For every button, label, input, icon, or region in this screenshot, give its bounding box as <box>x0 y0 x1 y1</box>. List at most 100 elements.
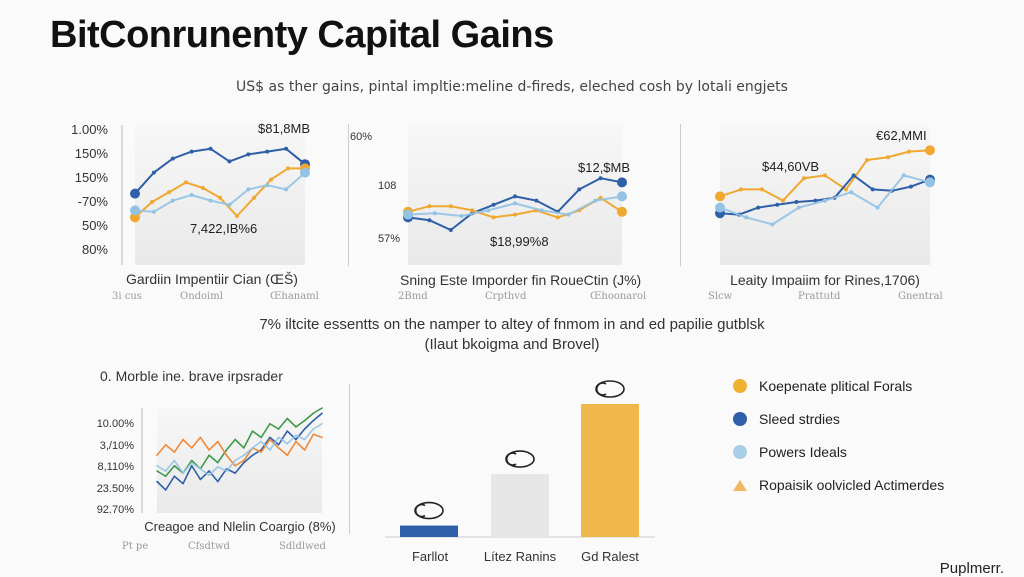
data-point <box>598 176 603 181</box>
data-point <box>303 419 306 422</box>
data-point <box>303 449 306 451</box>
data-point <box>173 475 176 478</box>
page-title: BitConrunenty Capital Gains <box>50 14 554 56</box>
coin-icon <box>505 452 517 466</box>
data-point <box>875 205 880 210</box>
data-point <box>130 188 140 199</box>
series-line <box>156 423 323 477</box>
data-point <box>870 187 875 192</box>
data-point <box>269 177 273 182</box>
data-point <box>470 208 475 213</box>
data-point <box>284 187 289 192</box>
y-tick: 60% <box>350 131 373 143</box>
data-point <box>286 442 289 445</box>
subtitle: US$ as ther gains, pintal impltie:meline… <box>236 79 788 95</box>
data-point <box>216 480 219 483</box>
data-annotation: €62,MMI <box>876 128 927 143</box>
bar <box>400 525 458 537</box>
description-line: 7% iltcite essentts on the namper to alt… <box>259 316 765 333</box>
data-point <box>295 440 297 443</box>
data-point <box>151 209 156 214</box>
chart-title: Creagoe and Nlelin Coargio (8%) <box>144 519 336 534</box>
data-point <box>491 202 496 207</box>
data-point <box>164 489 167 491</box>
legend-label: Powers Ideals <box>759 444 847 460</box>
data-point <box>243 461 245 464</box>
bar <box>581 404 639 537</box>
data-point <box>234 472 236 474</box>
data-point <box>251 430 254 432</box>
data-point <box>491 215 496 220</box>
x-label: 3i cus <box>112 291 142 302</box>
divider <box>680 124 681 266</box>
x-label: Crpthvd <box>485 291 527 302</box>
data-point <box>513 194 517 199</box>
data-point <box>312 412 315 415</box>
data-point <box>770 222 775 227</box>
data-point <box>252 195 256 200</box>
bar-label: Gd Ralest <box>581 549 639 564</box>
data-point <box>321 412 323 415</box>
data-point <box>312 433 315 436</box>
data-point <box>865 158 869 162</box>
data-point <box>617 177 627 188</box>
bar-label: Farllot <box>411 549 449 564</box>
data-point <box>130 212 140 223</box>
data-annotation: $81,8MB <box>258 121 311 136</box>
x-label: Ondoiml <box>180 291 223 302</box>
data-point <box>823 198 827 203</box>
bar <box>491 474 549 537</box>
data-point <box>277 436 280 439</box>
data-point <box>164 470 167 472</box>
divider <box>349 384 350 534</box>
data-point <box>908 184 913 189</box>
data-point <box>539 208 544 213</box>
data-point <box>167 190 171 195</box>
data-point <box>173 451 176 453</box>
data-point <box>208 449 210 451</box>
data-point <box>234 459 236 462</box>
data-point <box>486 208 491 213</box>
data-point <box>286 166 290 171</box>
data-point <box>189 193 194 197</box>
data-point <box>243 447 245 449</box>
legend-label: Sleed strdies <box>759 411 840 427</box>
data-point <box>851 173 856 178</box>
y-tick: 57% <box>378 233 401 245</box>
data-point <box>150 200 154 204</box>
data-point <box>448 204 453 209</box>
y-tick: 23.50% <box>96 483 134 495</box>
y-tick: 92.70% <box>96 504 134 516</box>
data-point <box>199 468 202 470</box>
data-point <box>781 198 785 203</box>
data-point <box>164 475 167 478</box>
y-tick: 8,110% <box>97 461 135 473</box>
data-point <box>246 152 251 157</box>
data-point <box>156 470 158 472</box>
data-point <box>182 482 184 485</box>
data-point <box>286 417 289 420</box>
data-point <box>513 212 517 217</box>
circle-marker-icon <box>733 445 747 459</box>
series-line <box>156 433 323 467</box>
data-point <box>566 212 571 217</box>
data-point <box>295 434 297 437</box>
legend-item: Koepenate plitical Forals <box>733 378 944 394</box>
data-point <box>925 177 935 188</box>
data-point <box>184 180 188 185</box>
data-point <box>189 149 194 154</box>
data-point <box>321 407 323 409</box>
data-point <box>886 155 890 160</box>
y-tick: 1.00% <box>71 122 108 137</box>
data-point <box>251 447 254 449</box>
data-point <box>243 459 245 462</box>
legend-item: Ropaisik oolvicled Actimerdes <box>733 477 944 493</box>
data-annotation: 7,422,IB%6 <box>190 221 258 236</box>
data-point <box>190 447 193 449</box>
chart-title: Leaity Impaiim for Rines,1706) <box>730 272 920 288</box>
data-point <box>216 440 219 443</box>
data-point <box>534 198 539 203</box>
data-point <box>130 205 140 216</box>
series-line <box>156 412 323 491</box>
